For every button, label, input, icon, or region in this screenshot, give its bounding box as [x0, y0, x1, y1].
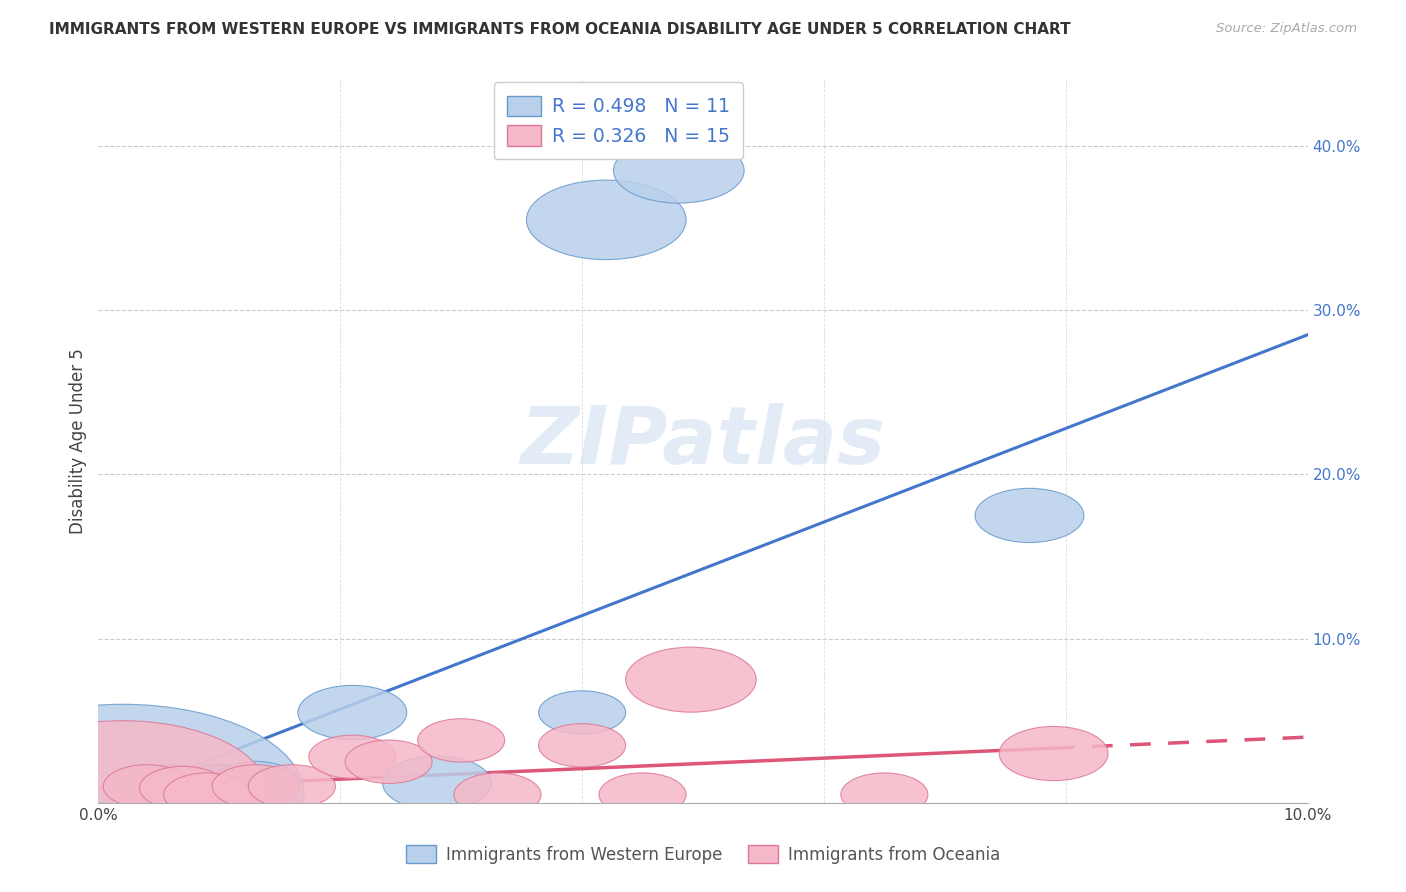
Ellipse shape	[103, 764, 190, 808]
Ellipse shape	[626, 647, 756, 712]
Ellipse shape	[418, 719, 505, 762]
Ellipse shape	[298, 685, 406, 739]
Ellipse shape	[454, 772, 541, 816]
Text: ZIPatlas: ZIPatlas	[520, 402, 886, 481]
Ellipse shape	[0, 721, 267, 865]
Ellipse shape	[163, 772, 250, 816]
Text: Source: ZipAtlas.com: Source: ZipAtlas.com	[1216, 22, 1357, 36]
Text: IMMIGRANTS FROM WESTERN EUROPE VS IMMIGRANTS FROM OCEANIA DISABILITY AGE UNDER 5: IMMIGRANTS FROM WESTERN EUROPE VS IMMIGR…	[49, 22, 1071, 37]
Ellipse shape	[128, 764, 215, 808]
Ellipse shape	[212, 762, 299, 805]
Y-axis label: Disability Age Under 5: Disability Age Under 5	[69, 349, 87, 534]
Ellipse shape	[139, 766, 226, 810]
Ellipse shape	[538, 723, 626, 767]
Legend: Immigrants from Western Europe, Immigrants from Oceania: Immigrants from Western Europe, Immigran…	[399, 838, 1007, 871]
Ellipse shape	[344, 740, 432, 783]
Ellipse shape	[152, 768, 239, 812]
Ellipse shape	[1000, 726, 1108, 780]
Ellipse shape	[526, 180, 686, 260]
Ellipse shape	[599, 772, 686, 816]
Legend: R = 0.498   N = 11, R = 0.326   N = 15: R = 0.498 N = 11, R = 0.326 N = 15	[494, 82, 742, 159]
Ellipse shape	[212, 764, 299, 808]
Ellipse shape	[976, 488, 1084, 542]
Ellipse shape	[309, 735, 396, 779]
Ellipse shape	[176, 764, 263, 808]
Ellipse shape	[0, 705, 304, 885]
Ellipse shape	[538, 690, 626, 734]
Ellipse shape	[249, 764, 336, 808]
Ellipse shape	[382, 756, 492, 810]
Ellipse shape	[613, 138, 744, 203]
Ellipse shape	[841, 772, 928, 816]
